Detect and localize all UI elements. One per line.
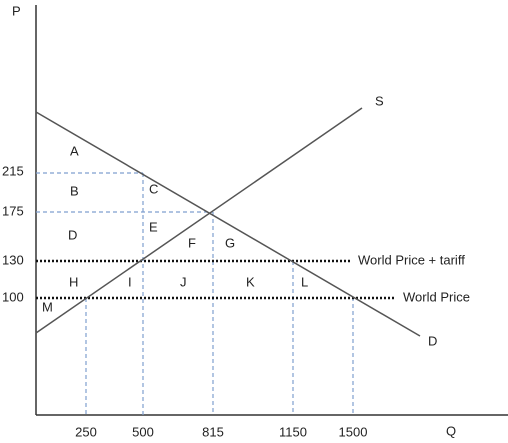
y-tick-label: 175 xyxy=(2,203,24,218)
region-label: D xyxy=(68,227,77,242)
region-label: C xyxy=(149,181,158,196)
region-label: E xyxy=(149,219,158,234)
x-tick-label: 815 xyxy=(202,424,224,439)
tariff-price-label: World Price + tariff xyxy=(358,252,465,267)
x-tick-label: 250 xyxy=(75,424,97,439)
world-price-label: World Price xyxy=(403,289,470,304)
y-axis-label: P xyxy=(12,3,21,18)
x-tick-label: 500 xyxy=(132,424,154,439)
region-label: I xyxy=(128,274,132,289)
y-tick-label: 215 xyxy=(2,163,24,178)
region-label: A xyxy=(70,143,79,158)
x-axis-label: Q xyxy=(446,423,456,438)
region-label: B xyxy=(70,183,79,198)
region-label: M xyxy=(42,299,53,314)
demand-curve xyxy=(35,111,421,337)
region-label: G xyxy=(225,235,235,250)
region-label: H xyxy=(69,274,78,289)
region-label: J xyxy=(180,274,187,289)
x-tick-label: 1150 xyxy=(279,424,307,439)
x-tick-label: 1500 xyxy=(339,424,368,439)
supply-curve xyxy=(35,107,363,334)
region-label: F xyxy=(188,235,196,250)
demand-label: D xyxy=(428,333,437,348)
supply-label: S xyxy=(375,93,384,108)
region-label: L xyxy=(301,274,308,289)
y-tick-label: 130 xyxy=(2,252,24,267)
region-label: K xyxy=(246,274,255,289)
y-tick-label: 100 xyxy=(2,289,24,304)
